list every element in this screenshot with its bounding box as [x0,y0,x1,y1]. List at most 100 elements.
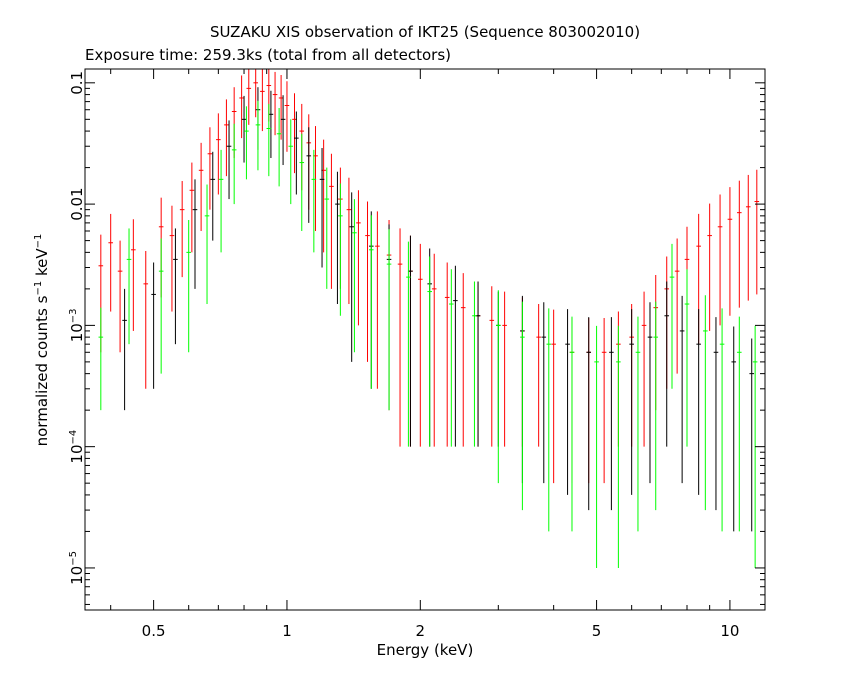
data-point [408,235,413,447]
data-point [143,251,149,389]
data-point [349,192,354,362]
x-tick-label: 5 [592,622,602,640]
data-point [520,301,525,511]
data-point [365,201,370,362]
x-axis-ticks: 0.5 1 2 5 10 [110,69,739,640]
data-point [707,203,712,331]
x-tick-label: 0.5 [142,622,166,640]
y-axis-label: normalized counts s−1 keV−1 [33,234,51,447]
data-point [460,273,466,447]
data-point [635,316,641,532]
data-point [272,71,278,136]
chart-title: SUZAKU XIS observation of IKT25 (Sequenc… [210,23,640,41]
data-point [737,316,742,532]
data-point [122,288,127,411]
data-point [731,326,737,532]
data-point [244,106,249,180]
x-tick-label: 10 [720,622,739,640]
data-point [397,228,403,447]
data-point [406,241,411,447]
data-point [546,308,552,532]
data-point [198,142,204,232]
data-point [207,127,213,210]
data-point [268,90,274,158]
data-point [754,169,760,295]
data-point [276,107,282,187]
data-point [674,238,680,374]
data-point [192,179,198,289]
x-tick-label: 2 [416,622,426,640]
data-point [551,309,556,484]
data-point [629,309,634,495]
y-tick-label: 10−5 [68,551,86,585]
data-point [502,291,507,447]
data-point [335,171,340,305]
data-point [609,317,614,511]
data-point [284,81,290,152]
y-tick-label: 0.1 [68,71,86,95]
data-point [151,262,156,389]
data-point [745,174,751,301]
data-point [179,181,185,278]
data-point [669,243,675,389]
data-point [719,308,725,532]
data-point [444,262,450,447]
data-point [311,149,317,253]
data-point [186,219,191,353]
data-point [260,69,265,132]
data-point [131,219,136,331]
data-point [246,69,252,125]
data-point [218,149,224,253]
data-point [664,281,670,447]
data-point [569,316,575,532]
x-tick-label: 1 [282,622,292,640]
data-point [647,302,653,484]
data-point [108,213,113,312]
y-tick-label: 10−3 [68,308,86,342]
data-point [216,113,221,195]
data-point [616,325,621,568]
data-point [541,302,547,484]
data-point [173,228,178,345]
y-axis-ticks: 0.1 0.01 10−3 10−4 10−5 [68,71,765,605]
plot-frame [84,68,766,611]
data-point [204,184,210,305]
data-point [319,148,325,268]
data-point [224,99,229,177]
data-point [368,215,374,389]
data-point [684,269,690,447]
data-point [565,309,570,495]
data-point [255,100,261,171]
data-point [431,253,437,447]
data-point [266,103,272,177]
data-point [472,281,477,447]
y-tick-label: 10−4 [68,430,86,464]
data-point [210,151,216,241]
data-point [226,120,232,200]
data-point [641,291,647,447]
data-point [253,69,258,118]
data-point [586,317,592,511]
x-axis-label: Energy (keV) [377,641,474,659]
data-point [98,307,104,411]
data-point [294,111,299,195]
data-point [306,127,312,223]
data-series-layer [98,69,760,568]
data-point [713,317,719,511]
data-point [239,75,244,139]
data-point [241,95,247,163]
data-point [231,123,237,205]
data-point [737,180,742,308]
data-point [288,119,294,205]
data-point [126,228,132,345]
data-point [169,205,175,312]
data-point [475,281,481,447]
data-point [324,167,330,289]
data-point [117,240,123,353]
data-point [375,211,380,389]
data-point [352,199,357,353]
data-point [158,238,164,374]
chart-subtitle: Exposure time: 259.3ks (total from all d… [85,46,451,64]
data-point [749,338,755,532]
data-point [299,133,305,232]
